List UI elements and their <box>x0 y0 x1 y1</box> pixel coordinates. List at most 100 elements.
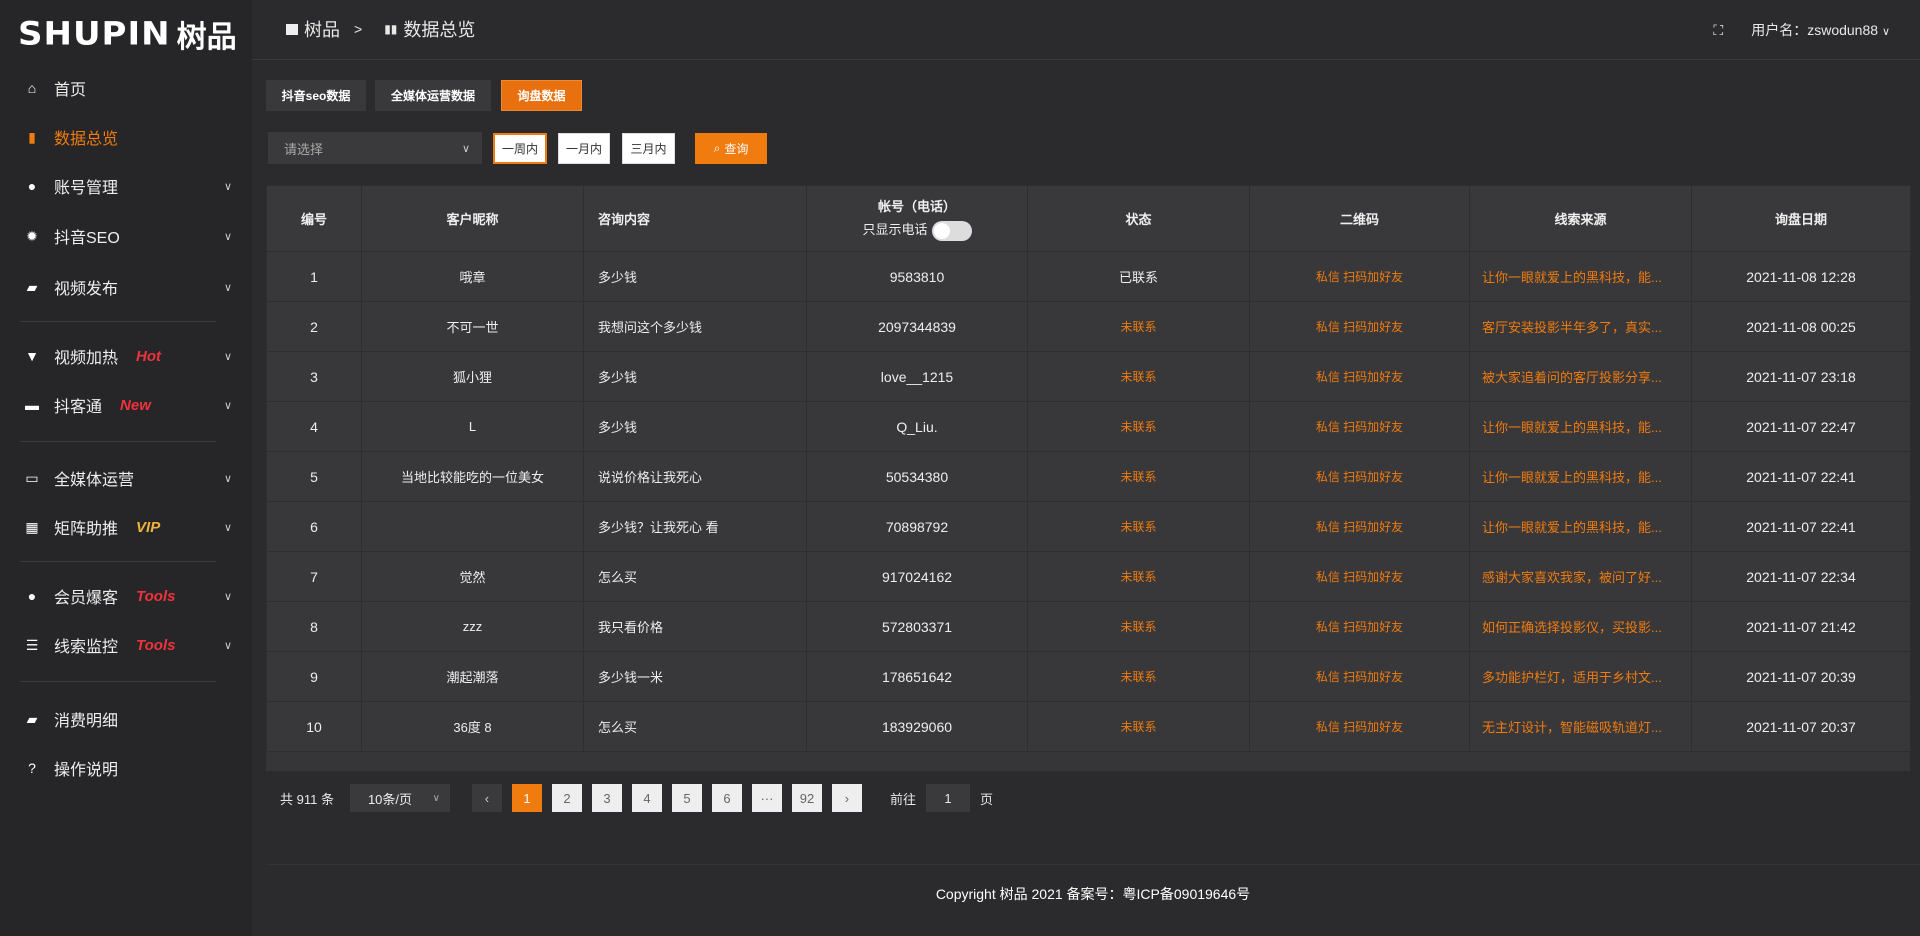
chevron-down-icon: ∨ <box>223 399 232 412</box>
chevron-down-icon: ∨ <box>223 639 232 652</box>
sidebar-item-2[interactable]: ● 账号管理 ∨ <box>22 171 232 201</box>
source-link[interactable]: 让你一眼就爱上的黑科技，能... <box>1469 251 1692 302</box>
range-month-button[interactable]: 一月内 <box>558 133 610 164</box>
source-link[interactable]: 让你一眼就爱上的黑科技，能... <box>1469 501 1692 552</box>
page-button[interactable]: 6 <box>711 784 742 812</box>
qrcode-link[interactable]: 私信 扫码加好友 <box>1249 651 1470 702</box>
sidebar-item-7[interactable]: ▭ 全媒体运营 ∨ <box>22 463 232 493</box>
qrcode-link[interactable]: 私信 扫码加好友 <box>1249 351 1470 402</box>
sidebar-item-label: 全媒体运营 <box>54 472 135 489</box>
prev-page-button[interactable]: ‹ <box>471 784 502 812</box>
source-link[interactable]: 让你一眼就爱上的黑科技，能... <box>1469 451 1692 502</box>
qrcode-link[interactable]: 私信 扫码加好友 <box>1249 451 1470 502</box>
help-icon: ? <box>28 760 36 776</box>
page-button[interactable]: 5 <box>671 784 702 812</box>
page-button[interactable]: 2 <box>551 784 582 812</box>
page-button[interactable]: 92 <box>791 784 822 812</box>
cell-status: 未联系 <box>1027 401 1250 452</box>
source-select[interactable]: 请选择 ∨ <box>268 132 482 164</box>
sidebar-item-6[interactable]: ▬ 抖客通 New ∨ <box>22 390 232 420</box>
sidebar-item-11[interactable]: ▰ 消费明细 <box>22 704 232 734</box>
sidebar-item-label: 账号管理 <box>54 180 119 197</box>
page-button[interactable]: 4 <box>631 784 662 812</box>
cell-date: 2021-11-07 22:47 <box>1691 401 1911 452</box>
sidebar-divider <box>20 441 216 442</box>
sidebar-badge: Hot <box>136 347 162 365</box>
table-row: 9 潮起潮落 多少钱一米 178651642 未联系 私信 扫码加好友 多功能护… <box>266 651 1911 702</box>
range-three-month-button[interactable]: 三月内 <box>622 133 675 164</box>
page-button[interactable]: 1 <box>511 784 542 812</box>
cell-id: 9 <box>266 651 362 702</box>
table-row: 10 36度 8 怎么买 183929060 未联系 私信 扫码加好友 无主灯设… <box>266 701 1911 752</box>
tab-all-media-data[interactable]: 全媒体运营数据 <box>375 80 491 111</box>
cell-nickname: 哦章 <box>361 251 584 302</box>
tab-douyin-seo-data[interactable]: 抖音seo数据 <box>266 80 366 111</box>
sidebar-item-1[interactable]: ▮ 数据总览 <box>22 122 232 152</box>
page-button[interactable]: ··· <box>751 784 782 812</box>
logo: SHUPIN 树品 <box>18 14 237 54</box>
qrcode-link[interactable]: 私信 扫码加好友 <box>1249 251 1470 302</box>
sidebar-item-label: 消费明细 <box>54 713 119 730</box>
sidebar-item-0[interactable]: ⌂ 首页 <box>22 73 232 103</box>
sidebar-item-12[interactable]: ? 操作说明 <box>22 753 232 783</box>
sidebar-item-5[interactable]: ▼ 视频加热 Hot ∨ <box>22 341 232 371</box>
sidebar-item-label: 线索监控 <box>54 639 119 656</box>
sidebar-item-8[interactable]: ▦ 矩阵助推 VIP ∨ <box>22 512 232 542</box>
sidebar-item-label: 矩阵助推 <box>54 521 119 538</box>
cell-id: 5 <box>266 451 362 502</box>
sidebar-badge: New <box>120 396 151 414</box>
user-menu[interactable]: 用户名：zswodun88 ∨ <box>1751 20 1890 40</box>
sidebar-badge: Tools <box>136 587 176 605</box>
col-status: 状态 <box>1027 185 1250 252</box>
page-button[interactable]: 3 <box>591 784 622 812</box>
cell-id: 10 <box>266 701 362 752</box>
page-unit: 页 <box>979 791 993 807</box>
range-week-button[interactable]: 一周内 <box>493 133 547 164</box>
cell-id: 8 <box>266 601 362 652</box>
cell-account: Q_Liu. <box>806 401 1028 452</box>
col-date: 询盘日期 <box>1691 185 1911 252</box>
qrcode-link[interactable]: 私信 扫码加好友 <box>1249 701 1470 752</box>
sidebar-item-3[interactable]: ✹ 抖音SEO ∨ <box>22 221 232 251</box>
tab-inquiry-data[interactable]: 询盘数据 <box>501 80 582 111</box>
query-button[interactable]: ⌕ 查询 <box>695 133 767 164</box>
source-link[interactable]: 感谢大家喜欢我家，被问了好... <box>1469 551 1692 602</box>
sidebar-item-9[interactable]: ● 会员爆客 Tools ∨ <box>22 581 232 611</box>
source-link[interactable]: 让你一眼就爱上的黑科技，能... <box>1469 401 1692 452</box>
cell-content: 多少钱？让我死心 看 <box>583 501 807 552</box>
next-page-button[interactable]: › <box>831 784 862 812</box>
sidebar-item-label: 操作说明 <box>54 762 119 779</box>
phone-only-label: 只显示电话 <box>862 222 928 238</box>
phone-only-toggle[interactable] <box>931 220 972 241</box>
qrcode-link[interactable]: 私信 扫码加好友 <box>1249 501 1470 552</box>
source-link[interactable]: 无主灯设计，智能磁吸轨道灯... <box>1469 701 1692 752</box>
chevron-down-icon: ∨ <box>223 590 232 603</box>
source-link[interactable]: 如何正确选择投影仪，买投影... <box>1469 601 1692 652</box>
qrcode-link[interactable]: 私信 扫码加好友 <box>1249 551 1470 602</box>
cell-content: 我想问这个多少钱 <box>583 301 807 352</box>
cell-nickname: 当地比较能吃的一位美女 <box>361 451 584 502</box>
cell-nickname: 36度 8 <box>361 701 584 752</box>
chevron-down-icon: ∨ <box>432 792 440 804</box>
cell-status: 未联系 <box>1027 301 1250 352</box>
fullscreen-icon[interactable]: ⛶ <box>1713 21 1724 38</box>
breadcrumb-root[interactable]: 树品 <box>304 20 340 40</box>
qrcode-link[interactable]: 私信 扫码加好友 <box>1249 301 1470 352</box>
inquiry-table: 编号 客户昵称 咨询内容 帐号（电话） 只显示电话 状态 二维码 线索来源 询盘日… <box>266 185 1911 771</box>
cell-nickname: 狐小狸 <box>361 351 584 402</box>
page-size-value: 10条/页 <box>367 791 413 807</box>
cell-content: 多少钱 <box>583 251 807 302</box>
qrcode-link[interactable]: 私信 扫码加好友 <box>1249 601 1470 652</box>
goto-page-input[interactable]: 1 <box>925 784 970 812</box>
sidebar-item-10[interactable]: ☰ 线索监控 Tools ∨ <box>22 630 232 660</box>
page-size-select[interactable]: 10条/页 ∨ <box>349 784 450 812</box>
source-link[interactable]: 被大家追着问的客厅投影分享... <box>1469 351 1692 402</box>
sidebar-divider <box>20 561 216 562</box>
cell-content: 多少钱 <box>583 401 807 452</box>
qrcode-link[interactable]: 私信 扫码加好友 <box>1249 401 1470 452</box>
user-icon: ● <box>27 178 37 194</box>
source-link[interactable]: 多功能护栏灯，适用于乡村文... <box>1469 651 1692 702</box>
source-link[interactable]: 客厅安装投影半年多了，真实... <box>1469 301 1692 352</box>
sidebar-item-4[interactable]: ▰ 视频发布 ∨ <box>22 272 232 302</box>
chevron-down-icon: ∨ <box>223 472 232 485</box>
